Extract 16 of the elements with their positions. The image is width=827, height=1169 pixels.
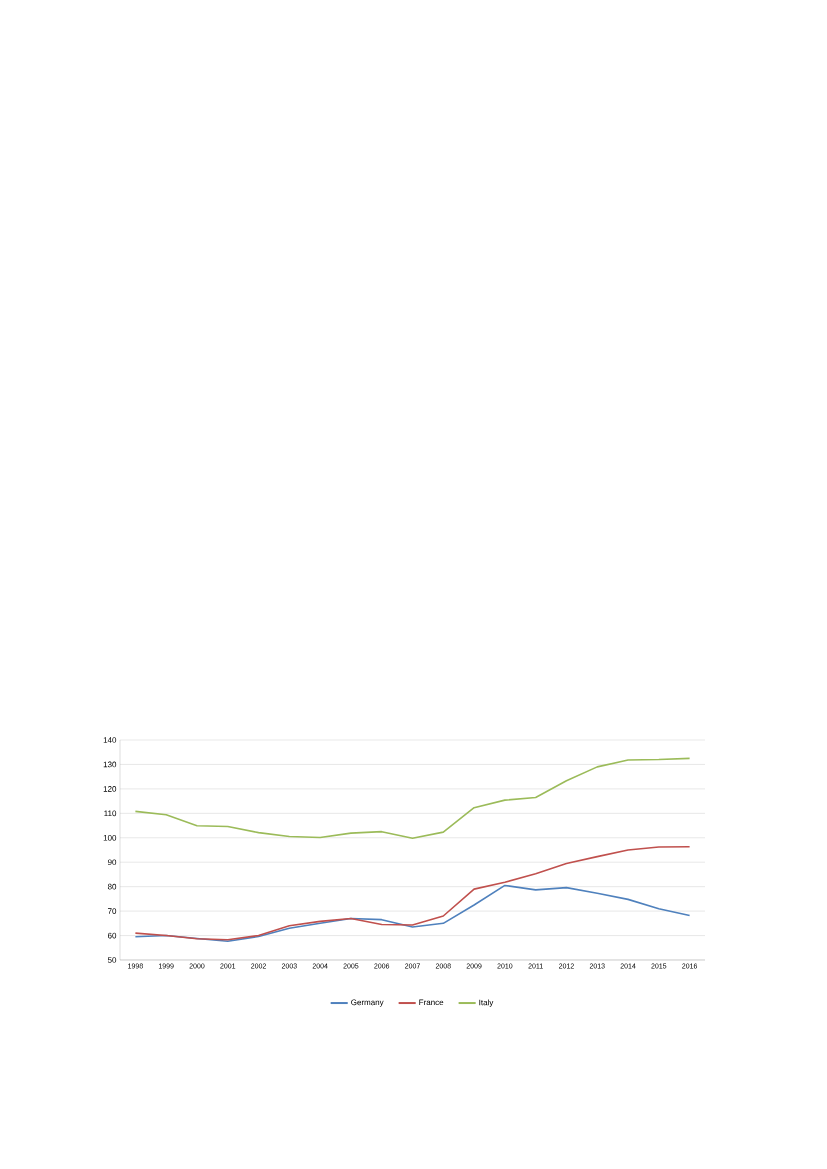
y-tick-label: 120 bbox=[103, 786, 117, 792]
y-tick-label: 60 bbox=[107, 932, 117, 939]
y-tick-label: 110 bbox=[104, 810, 117, 817]
line-series bbox=[134, 757, 691, 840]
y-tick-label: 130 bbox=[103, 761, 117, 768]
legend-label: Italy bbox=[479, 999, 494, 1007]
y-tick-label: 100 bbox=[103, 834, 117, 841]
y-tick-label: 80 bbox=[107, 883, 117, 890]
y-tick-label: 90 bbox=[107, 859, 117, 866]
line-series bbox=[134, 884, 691, 942]
legend-label: France bbox=[419, 999, 444, 1006]
legend-label: Germany bbox=[351, 999, 384, 1007]
y-tick-label: 70 bbox=[107, 908, 117, 914]
line-series bbox=[134, 846, 691, 941]
y-tick-label: 140 bbox=[103, 737, 117, 743]
y-tick-label: 50 bbox=[107, 957, 117, 963]
